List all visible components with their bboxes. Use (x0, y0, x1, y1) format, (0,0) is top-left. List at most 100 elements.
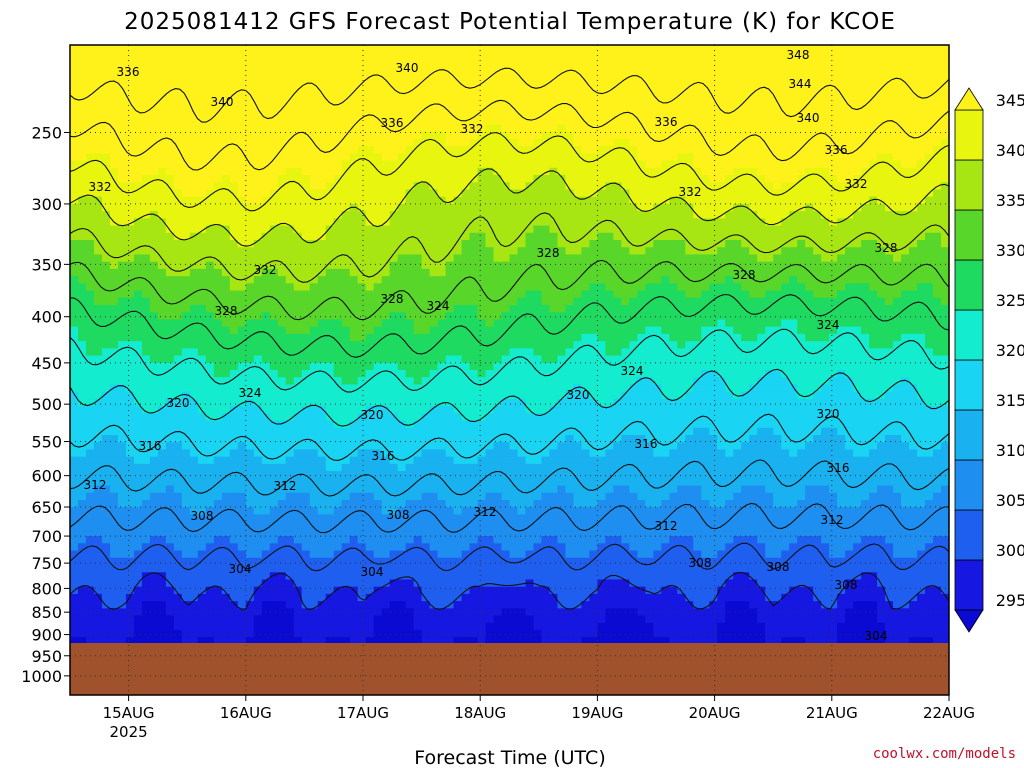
fill-cell (149, 406, 159, 414)
fill-cell (341, 160, 351, 169)
fill-cell (421, 593, 431, 602)
fill-cell (213, 463, 223, 472)
fill-cell (397, 384, 407, 393)
fill-cell (421, 66, 431, 75)
fill-cell (461, 449, 471, 458)
fill-cell (469, 622, 479, 631)
fill-cell (293, 52, 303, 61)
fill-cell (317, 247, 327, 256)
fill-cell (373, 305, 383, 313)
fill-cell (293, 45, 303, 53)
fill-cell (445, 268, 455, 277)
fill-cell (389, 196, 399, 205)
fill-cell (269, 370, 279, 378)
fill-cell (229, 153, 239, 162)
fill-cell (133, 637, 143, 646)
fill-cell (301, 586, 311, 595)
fill-cell (309, 442, 319, 451)
fill-cell (109, 211, 119, 219)
fill-cell (285, 319, 295, 328)
fill-cell (101, 211, 111, 219)
fill-cell (205, 362, 215, 371)
fill-cell (485, 608, 495, 617)
fill-cell (333, 514, 343, 523)
fill-cell (325, 485, 335, 494)
fill-cell (341, 406, 351, 414)
fill-cell (445, 521, 455, 530)
fill-cell (405, 456, 415, 465)
fill-cell (477, 52, 487, 61)
fill-cell (133, 189, 143, 198)
fill-cell (477, 630, 487, 638)
fill-cell (357, 521, 367, 530)
fill-cell (197, 240, 207, 248)
fill-cell (125, 73, 135, 82)
fill-cell (245, 66, 255, 75)
fill-cell (157, 218, 167, 227)
fill-cell (205, 268, 215, 277)
fill-cell (269, 637, 279, 646)
fill-cell (445, 182, 455, 191)
fill-cell (93, 420, 103, 429)
fill-cell (197, 420, 207, 429)
fill-cell (461, 283, 471, 292)
fill-cell (261, 290, 271, 299)
fill-cell (493, 189, 503, 198)
fill-cell (381, 579, 391, 588)
fill-cell (333, 312, 343, 321)
fill-cell (109, 261, 119, 270)
fill-cell (133, 218, 143, 227)
fill-cell (453, 637, 463, 646)
fill-cell (485, 528, 495, 537)
fill-cell (485, 146, 495, 154)
fill-cell (397, 370, 407, 378)
fill-cell (493, 261, 503, 270)
fill-cell (349, 384, 359, 393)
fill-cell (237, 413, 247, 422)
fill-cell (309, 485, 319, 494)
fill-cell (181, 341, 191, 349)
fill-cell (381, 189, 391, 198)
fill-cell (101, 413, 111, 422)
fill-cell (421, 391, 431, 400)
fill-cell (317, 485, 327, 494)
fill-cell (365, 203, 375, 212)
fill-cell (253, 95, 263, 104)
fill-cell (437, 225, 447, 234)
fill-cell (445, 413, 455, 422)
fill-cell (493, 514, 503, 523)
fill-cell (117, 73, 127, 82)
fill-cell (173, 232, 183, 241)
fill-cell (141, 254, 151, 263)
fill-cell (165, 124, 175, 133)
fill-cell (413, 232, 423, 241)
fill-cell (357, 471, 367, 479)
fill-cell (70, 536, 79, 544)
fill-cell (70, 370, 79, 378)
fill-cell (269, 110, 279, 118)
fill-cell (333, 442, 343, 451)
fill-cell (485, 211, 495, 219)
fill-cell (325, 59, 335, 68)
fill-cell (165, 110, 175, 118)
fill-cell (133, 608, 143, 617)
fill-cell (485, 442, 495, 451)
fill-cell (213, 297, 223, 306)
fill-cell (141, 182, 151, 191)
fill-cell (261, 232, 271, 241)
fill-cell (485, 615, 495, 624)
fill-cell (165, 565, 175, 573)
fill-cell (237, 586, 247, 595)
fill-cell (70, 138, 79, 147)
fill-cell (381, 254, 391, 263)
fill-cell (181, 579, 191, 588)
fill-cell (325, 471, 335, 479)
fill-cell (477, 297, 487, 306)
fill-cell (365, 59, 375, 68)
fill-cell (189, 507, 199, 516)
fill-cell (349, 196, 359, 205)
fill-cell (109, 117, 119, 126)
fill-cell (189, 500, 199, 508)
fill-cell (461, 218, 471, 227)
fill-cell (509, 196, 519, 205)
